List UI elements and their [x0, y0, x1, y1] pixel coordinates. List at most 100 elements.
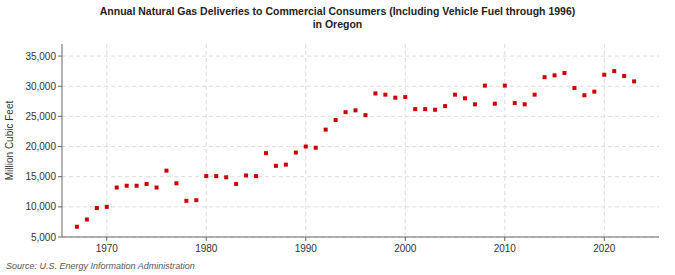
chart: Annual Natural Gas Deliveries to Commerc…: [0, 0, 675, 275]
point: [334, 118, 338, 122]
x-grid-line: [206, 44, 207, 237]
x-tick-label: 2020: [593, 243, 616, 254]
x-tick: [106, 237, 107, 241]
x-grid-line: [305, 44, 306, 237]
point: [155, 186, 159, 190]
point: [264, 151, 268, 155]
point: [85, 218, 89, 222]
point: [632, 79, 636, 83]
title-line: Annual Natural Gas Deliveries to Commerc…: [100, 5, 576, 17]
point: [254, 174, 258, 178]
y-tick: [58, 176, 62, 177]
x-tick: [206, 237, 207, 241]
point: [543, 75, 547, 79]
y-axis-line: [62, 44, 63, 237]
point: [423, 107, 427, 111]
point: [214, 174, 218, 178]
point: [244, 173, 248, 177]
y-grid-line: [62, 176, 659, 177]
x-tick: [405, 237, 406, 241]
point: [582, 93, 586, 97]
point: [135, 184, 139, 188]
point: [433, 108, 437, 112]
x-tick-label: 1970: [96, 243, 119, 254]
y-tick-label: 5,000: [31, 232, 56, 243]
x-tick-label: 1990: [295, 243, 318, 254]
point: [413, 107, 417, 111]
point: [443, 104, 447, 108]
point: [164, 169, 168, 173]
x-tick-label: 2000: [394, 243, 417, 254]
point: [393, 96, 397, 100]
y-ticks: 5,00010,00015,00020,00025,00030,00035,00…: [25, 51, 62, 243]
y-tick: [58, 56, 62, 57]
point: [473, 102, 477, 106]
point: [383, 93, 387, 97]
x-tick: [504, 237, 505, 241]
x-grid-line: [504, 44, 505, 237]
x-tick-label: 1980: [195, 243, 218, 254]
source: Source: U.S. Energy Information Administ…: [6, 261, 195, 271]
point: [234, 182, 238, 186]
x-ticks: 1970 1980 1990 2000 2010 2020: [96, 237, 616, 254]
point: [145, 182, 149, 186]
y-grid-line: [62, 237, 659, 238]
point: [125, 184, 129, 188]
point: [174, 181, 178, 185]
point: [304, 145, 308, 149]
x-grid-line: [405, 44, 406, 237]
y-tick: [58, 146, 62, 147]
y-tick-label: 35,000: [25, 51, 56, 62]
x-tick: [305, 237, 306, 241]
point: [95, 206, 99, 210]
point: [194, 198, 198, 202]
point: [344, 110, 348, 114]
point: [363, 113, 367, 117]
y-grid-line: [62, 116, 659, 117]
y-tick-label: 15,000: [25, 171, 56, 182]
title: Annual Natural Gas Deliveries to Commerc…: [100, 5, 576, 30]
point: [592, 90, 596, 94]
point: [562, 71, 566, 75]
point: [354, 108, 358, 112]
point: [503, 84, 507, 88]
point: [622, 74, 626, 78]
point: [553, 73, 557, 77]
point: [602, 73, 606, 77]
y-tick-label: 10,000: [25, 201, 56, 212]
point: [184, 199, 188, 203]
point: [115, 186, 119, 190]
x-tick-label: 2010: [494, 243, 517, 254]
y-grid-line: [62, 146, 659, 147]
points: [75, 69, 636, 229]
point: [463, 96, 467, 100]
point: [403, 95, 407, 99]
point: [493, 102, 497, 106]
point: [523, 102, 527, 106]
point: [324, 128, 328, 132]
y-tick-label: 20,000: [25, 141, 56, 152]
point: [513, 101, 517, 105]
x-axis-line: [62, 237, 659, 238]
point: [533, 93, 537, 97]
y-tick: [58, 206, 62, 207]
x-tick: [604, 237, 605, 241]
point: [75, 225, 79, 229]
grid: [62, 44, 659, 237]
point: [453, 93, 457, 97]
point: [612, 69, 616, 73]
point: [105, 205, 109, 209]
point: [204, 174, 208, 178]
title-line: in Oregon: [313, 18, 363, 30]
point: [284, 163, 288, 167]
point: [314, 146, 318, 150]
y-grid-line: [62, 56, 659, 57]
point: [274, 164, 278, 168]
point: [572, 86, 576, 90]
y-tick: [58, 237, 62, 238]
point: [373, 91, 377, 95]
y-tick-label: 30,000: [25, 81, 56, 92]
y-grid-line: [62, 86, 659, 87]
y-axis-label: Million Cubic Feet: [4, 101, 15, 181]
point: [224, 175, 228, 179]
